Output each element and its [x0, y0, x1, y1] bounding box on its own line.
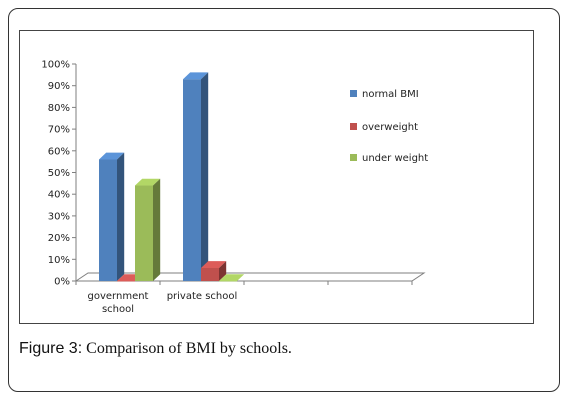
- y-tick-label: 40%: [48, 190, 70, 201]
- y-tick-label: 60%: [48, 146, 70, 157]
- legend-swatch: [350, 154, 357, 161]
- y-tick-label: 80%: [48, 103, 70, 114]
- bar-front: [201, 267, 219, 281]
- bar-front: [99, 159, 117, 281]
- bar-side: [219, 261, 227, 281]
- bar-front: [135, 185, 153, 281]
- category-label: school: [102, 304, 134, 315]
- bar-front: [219, 281, 237, 282]
- y-tick-label: 30%: [48, 211, 70, 222]
- category-label: government: [88, 291, 149, 302]
- bar-side: [153, 178, 161, 281]
- y-tick-label: 0%: [54, 277, 70, 288]
- y-tick-label: 100%: [41, 60, 70, 71]
- bar-top: [219, 274, 245, 281]
- bar-side: [201, 72, 209, 281]
- caption-text: Comparison of BMI by schools.: [86, 340, 292, 357]
- chart-container: 0% 10% 20% 30% 40% 50% 60% 70% 80% 90% 100% governm…: [19, 30, 534, 324]
- bar-front: [117, 281, 135, 282]
- y-tick-label: 10%: [48, 255, 70, 266]
- y-tick-label: 20%: [48, 233, 70, 244]
- legend-label: normal BMI: [362, 89, 419, 100]
- y-tick-label: 50%: [48, 168, 70, 179]
- legend-label: overweight: [362, 122, 418, 133]
- category-label: private school: [167, 291, 238, 302]
- bar-top: [183, 72, 209, 80]
- bar-front: [183, 79, 201, 281]
- caption-label: Figure 3:: [19, 340, 83, 357]
- bar-side: [117, 152, 125, 281]
- bar-top: [135, 178, 161, 186]
- bar-chart: 0% 10% 20% 30% 40% 50% 60% 70% 80% 90% 100% governm…: [41, 60, 428, 316]
- bar-top: [201, 261, 227, 268]
- legend-swatch: [350, 90, 357, 97]
- bar-top: [99, 152, 125, 160]
- figure-caption: Figure 3: Comparison of BMI by schools.: [19, 340, 292, 358]
- legend-swatch: [350, 123, 357, 130]
- legend-label: under weight: [362, 153, 428, 164]
- y-tick-label: 90%: [48, 81, 70, 92]
- y-tick-label: 70%: [48, 125, 70, 136]
